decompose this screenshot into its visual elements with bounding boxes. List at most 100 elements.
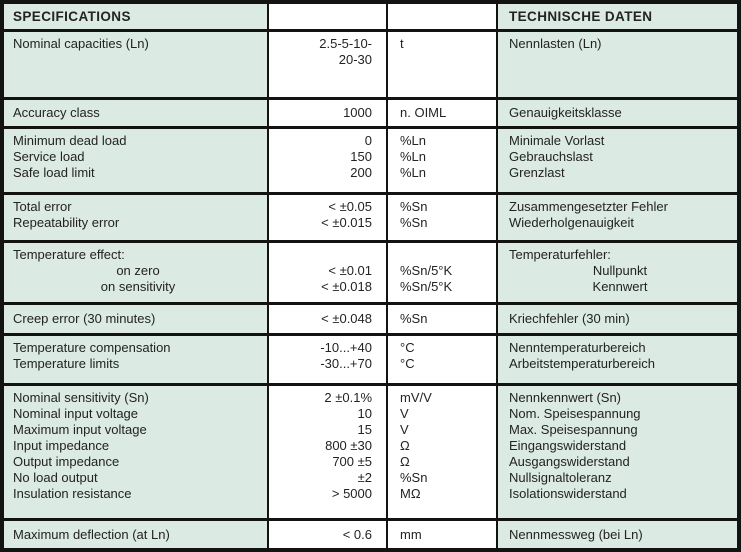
value-line: 15	[357, 422, 372, 437]
unit-cell: %Sn %Sn	[388, 195, 496, 240]
spec-label: Total error	[13, 199, 72, 214]
unit-label: V	[400, 406, 409, 421]
unit-label: %Sn/5°K	[400, 279, 453, 294]
value-cell: 0 150 200	[269, 129, 386, 192]
german-label: Arbeitstemperaturbereich	[509, 356, 655, 371]
unit-label: %Sn	[400, 199, 428, 214]
spec-label-cell: Minimum dead load Service load Safe load…	[4, 129, 267, 192]
spec-label: Nominal capacities (Ln)	[13, 36, 149, 51]
spec-label-cell: Total error Repeatability error	[4, 195, 267, 240]
unit-label: mV/V	[400, 390, 432, 405]
german-sublabel: Nullpunkt	[592, 263, 648, 278]
unit-label: Ω	[400, 438, 410, 453]
unit-cell: mm	[388, 521, 496, 548]
value-line: 200	[350, 165, 372, 180]
german-label-cell: Genauigkeitsklasse	[498, 100, 737, 126]
value-line: > 5000	[331, 486, 372, 501]
german-label-cell: Kriechfehler (30 min)	[498, 305, 737, 333]
value-line: < ±0.01	[328, 263, 372, 278]
spec-label-cell: Temperature effect: on zero on sensitivi…	[4, 243, 267, 302]
header-technische-daten: TECHNISCHE DATEN	[498, 4, 737, 29]
german-label: Nullsignaltoleranz	[509, 470, 612, 485]
spec-label: Insulation resistance	[13, 486, 132, 501]
value-cell: < ±0.05 < ±0.015	[269, 195, 386, 240]
value-line: 700 ±5	[332, 454, 372, 469]
spec-label: Repeatability error	[13, 215, 120, 230]
spec-label: Nominal sensitivity (Sn)	[13, 390, 149, 405]
value-cell: 2.5-5-10- 20-30	[269, 32, 386, 97]
value-line: < ±0.05	[328, 199, 372, 214]
spec-label: Temperature effect:	[13, 247, 125, 262]
spec-label-cell: Nominal sensitivity (Sn) Nominal input v…	[4, 386, 267, 518]
value-line: ±2	[357, 470, 372, 485]
value-line: < ±0.015	[321, 215, 372, 230]
header-technische-daten-label: TECHNISCHE DATEN	[509, 8, 653, 24]
spec-label-cell: Nominal capacities (Ln)	[4, 32, 267, 97]
unit-label: %Sn	[400, 311, 428, 326]
german-label: Grenzlast	[509, 165, 565, 180]
value-line: 10	[357, 406, 372, 421]
german-label-cell: Minimale Vorlast Gebrauchslast Grenzlast	[498, 129, 737, 192]
spec-label: No load output	[13, 470, 98, 485]
spec-label: Temperature compensation	[13, 340, 171, 355]
value-line: 1000	[343, 105, 372, 120]
row-electrical-characteristics: Nominal sensitivity (Sn) Nominal input v…	[4, 386, 737, 518]
german-label-cell: Nennkennwert (Sn) Nom. Speisespannung Ma…	[498, 386, 737, 518]
unit-cell: %Sn	[388, 305, 496, 333]
spec-label: Safe load limit	[13, 165, 95, 180]
unit-label: %Sn/5°K	[400, 263, 453, 278]
value-line	[273, 247, 372, 263]
unit-label: °C	[400, 340, 415, 355]
unit-label: %Ln	[400, 149, 427, 164]
spec-sublabel: on sensitivity	[100, 279, 176, 294]
german-label: Eingangswiderstand	[509, 438, 627, 453]
value-line: 20-30	[338, 52, 372, 67]
german-label: Gebrauchslast	[509, 149, 593, 164]
german-label: Nennkennwert (Sn)	[509, 390, 621, 405]
german-label-cell: Temperaturfehler: Nullpunkt Kennwert	[498, 243, 737, 302]
unit-label: V	[400, 422, 409, 437]
value-line: 2 ±0.1%	[324, 390, 372, 405]
german-label: Nennlasten (Ln)	[509, 36, 602, 51]
spec-label: Output impedance	[13, 454, 120, 469]
value-line: 2.5-5-10-	[319, 36, 372, 51]
unit-cell: %Ln %Ln %Ln	[388, 129, 496, 192]
german-label-cell: Nennmessweg (bei Ln)	[498, 521, 737, 548]
german-label-cell: Nenntemperaturbereich Arbeitstemperaturb…	[498, 336, 737, 383]
row-accuracy-class: Accuracy class 1000 n. OIML Genauigkeits…	[4, 100, 737, 126]
unit-label: n. OIML	[400, 105, 447, 120]
spec-label: Accuracy class	[13, 105, 100, 120]
spec-label-cell: Accuracy class	[4, 100, 267, 126]
spec-sublabel: on zero	[116, 263, 160, 278]
unit-cell: t	[388, 32, 496, 97]
header-value-column	[269, 4, 386, 29]
spec-label: Creep error (30 minutes)	[13, 311, 156, 326]
value-cell: -10...+40 -30...+70	[269, 336, 386, 383]
unit-cell: °C °C	[388, 336, 496, 383]
german-label: Nom. Speisespannung	[509, 406, 641, 421]
german-label: Wiederholgenauigkeit	[509, 215, 635, 230]
german-label: Ausgangswiderstand	[509, 454, 630, 469]
value-line: 0	[364, 133, 372, 148]
german-sublabel: Kennwert	[592, 279, 648, 294]
value-cell: 2 ±0.1% 10 15 800 ±30 700 ±5 ±2 > 5000	[269, 386, 386, 518]
spec-label-cell: Creep error (30 minutes)	[4, 305, 267, 333]
unit-label: %Ln	[400, 165, 427, 180]
german-label: Nennmessweg (bei Ln)	[509, 526, 643, 542]
spec-label-cell: Temperature compensation Temperature lim…	[4, 336, 267, 383]
value-cell: < ±0.01 < ±0.018	[269, 243, 386, 302]
unit-label: mm	[400, 526, 422, 542]
unit-label: Ω	[400, 454, 410, 469]
row-errors: Total error Repeatability error < ±0.05 …	[4, 195, 737, 240]
unit-label: MΩ	[400, 486, 421, 501]
unit-label: °C	[400, 356, 415, 371]
spec-label: Minimum dead load	[13, 133, 127, 148]
row-load-limits: Minimum dead load Service load Safe load…	[4, 129, 737, 192]
spec-label: Temperature limits	[13, 356, 120, 371]
german-label: Temperaturfehler:	[509, 247, 611, 262]
unit-label: t	[400, 36, 404, 51]
value-line: 150	[350, 149, 372, 164]
value-line: < 0.6	[342, 526, 372, 542]
german-label-cell: Nennlasten (Ln)	[498, 32, 737, 97]
